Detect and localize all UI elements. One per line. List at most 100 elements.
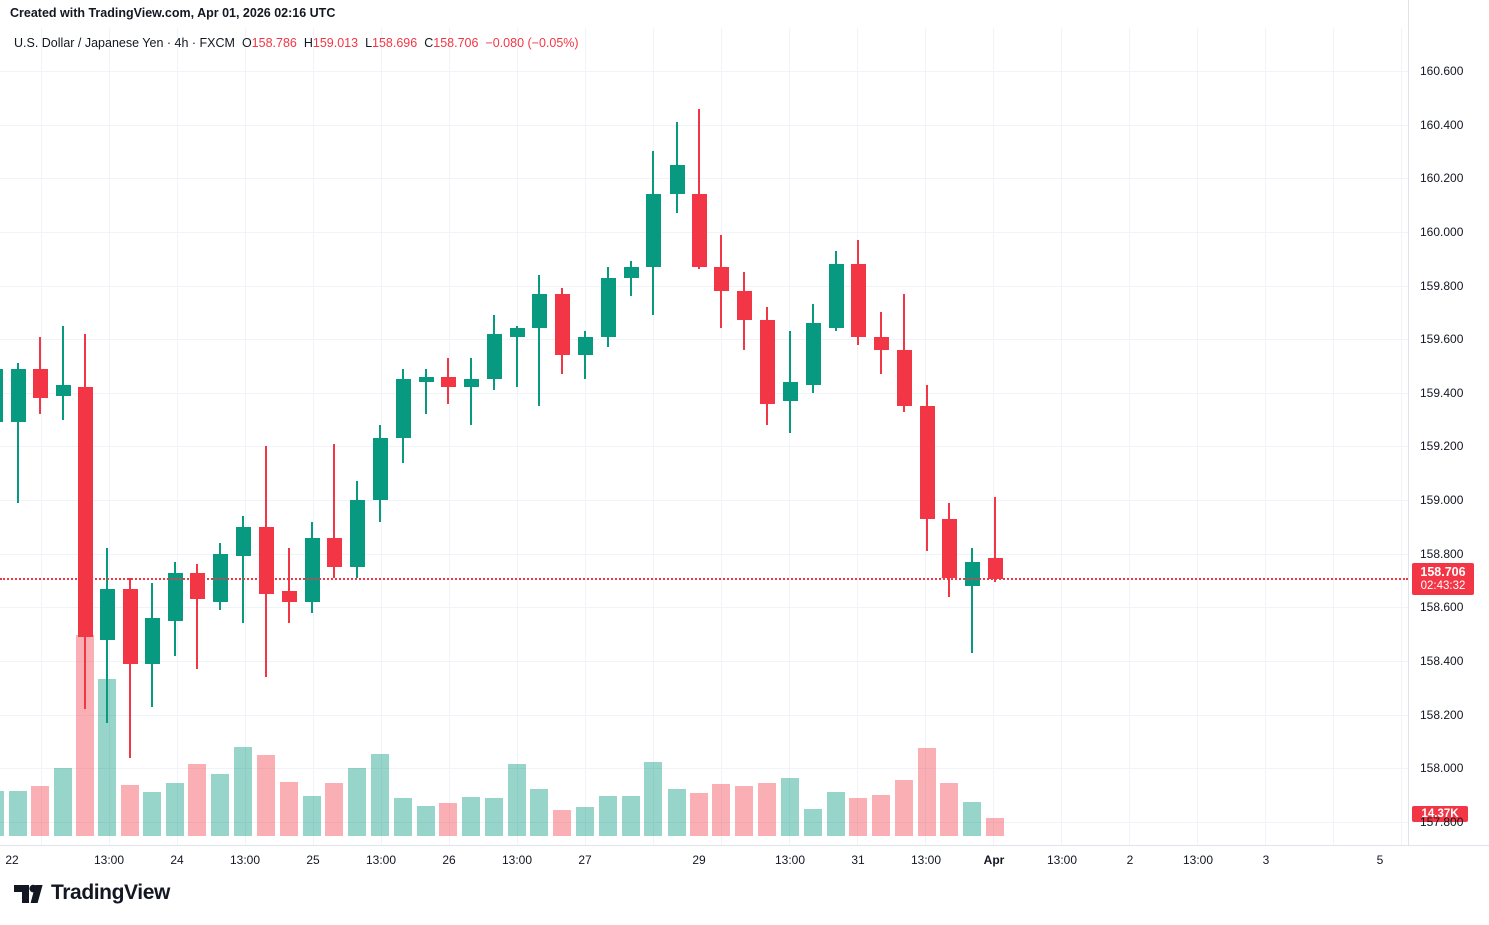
volume-bar: [348, 768, 366, 836]
time-axis-label: 2: [1126, 853, 1134, 867]
time-axis-label: 13:00: [1182, 853, 1214, 867]
symbol-info-row: U.S. Dollar / Japanese Yen · 4h · FXCM O…: [14, 36, 579, 50]
time-axis-label: Apr: [983, 853, 1005, 867]
volume-bar: [121, 785, 139, 836]
candle-body: [350, 500, 365, 567]
time-axis-label: 13:00: [501, 853, 533, 867]
vertical-gridline: [313, 28, 314, 845]
horizontal-gridline: [0, 554, 1408, 555]
candle-wick: [288, 548, 290, 623]
time-axis-label: 26: [442, 853, 456, 867]
bar-countdown: 02:43:32: [1420, 580, 1466, 592]
candle-wick: [17, 363, 19, 503]
candle-body: [920, 406, 935, 519]
candle-body: [806, 323, 821, 385]
volume-bar: [166, 783, 184, 836]
horizontal-gridline: [0, 715, 1408, 716]
time-axis-label: 31: [851, 853, 865, 867]
horizontal-gridline: [0, 125, 1408, 126]
price-pane[interactable]: [0, 0, 1408, 845]
candle-body: [965, 562, 980, 586]
candle-body: [0, 369, 3, 422]
vertical-gridline: [1129, 28, 1130, 845]
volume-bar: [76, 635, 94, 836]
horizontal-gridline: [0, 339, 1408, 340]
candle-body: [601, 278, 616, 337]
price-axis-label: 160.000: [1420, 225, 1464, 239]
vertical-gridline: [177, 28, 178, 845]
time-axis-label: 13:00: [365, 853, 397, 867]
candle-wick: [333, 444, 335, 578]
vertical-gridline: [1061, 28, 1062, 845]
volume-bar: [394, 798, 412, 836]
tradingview-logo[interactable]: TradingView: [14, 881, 170, 905]
horizontal-gridline: [0, 286, 1408, 287]
volume-bar: [895, 780, 913, 836]
candle-body: [259, 527, 274, 594]
candle-body: [829, 264, 844, 328]
symbol-title[interactable]: U.S. Dollar / Japanese Yen · 4h · FXCM: [14, 36, 235, 50]
time-axis-label: 13:00: [1046, 853, 1078, 867]
candle-body: [555, 294, 570, 355]
volume-bar: [758, 783, 776, 836]
volume-bar: [918, 748, 936, 836]
candle-body: [145, 618, 160, 664]
volume-bar: [325, 783, 343, 836]
candle-body: [419, 377, 434, 382]
volume-bar: [553, 810, 571, 836]
volume-bar: [54, 768, 72, 836]
candle-wick: [698, 109, 700, 269]
candle-body: [942, 519, 957, 578]
candle-body: [464, 379, 479, 387]
tradingview-logo-text: TradingView: [51, 881, 170, 904]
horizontal-gridline: [0, 446, 1408, 447]
volume-bar: [211, 774, 229, 836]
candle-wick: [971, 548, 973, 653]
price-scale[interactable]: 158.706 02:43:32 14.37K 160.600 160.400 16…: [1408, 0, 1489, 845]
vertical-gridline: [721, 28, 722, 845]
candle-body: [190, 573, 205, 599]
volume-bar: [303, 796, 321, 836]
time-axis-label: 13:00: [910, 853, 942, 867]
price-axis-label: 158.200: [1420, 708, 1464, 722]
volume-bar: [462, 797, 480, 836]
candle-wick: [630, 261, 632, 296]
tradingview-logo-icon: [14, 884, 43, 903]
candle-body: [327, 538, 342, 567]
time-scale[interactable]: 22 13:00 24 13:00 25 13:00 26 13:00 27 29 13:00 31 1…: [0, 845, 1489, 925]
price-axis-label: 159.000: [1420, 493, 1464, 507]
price-axis-label: 160.400: [1420, 118, 1464, 132]
candle-body: [783, 382, 798, 401]
vertical-gridline: [1401, 28, 1402, 845]
volume-bar: [485, 798, 503, 836]
volume-bar: [0, 791, 4, 836]
price-axis-label: 159.400: [1420, 386, 1464, 400]
candle-wick: [516, 326, 518, 387]
time-axis-label: 13:00: [93, 853, 125, 867]
price-axis-label: 158.400: [1420, 654, 1464, 668]
candle-wick: [196, 564, 198, 669]
volume-bar: [963, 802, 981, 836]
time-axis-label: 25: [306, 853, 320, 867]
volume-bar: [98, 679, 116, 836]
candle-body: [100, 589, 115, 640]
price-axis-label: 159.800: [1420, 279, 1464, 293]
candle-wick: [538, 275, 540, 406]
vertical-gridline: [41, 28, 42, 845]
candle-body: [305, 538, 320, 602]
price-axis-label: 158.600: [1420, 600, 1464, 614]
candle-body: [670, 165, 685, 194]
candle-wick: [994, 497, 996, 582]
volume-bar: [644, 762, 662, 836]
volume-bar: [576, 807, 594, 836]
price-axis-label: 160.200: [1420, 171, 1464, 185]
time-axis-label: 27: [578, 853, 592, 867]
ohlc-open: O158.786: [241, 36, 297, 50]
horizontal-gridline: [0, 661, 1408, 662]
last-price-badge[interactable]: 158.706 02:43:32: [1412, 563, 1474, 595]
volume-bar: [188, 764, 206, 836]
price-change: −0.080 (−0.05%): [485, 36, 579, 50]
price-axis-label: 157.800: [1420, 815, 1464, 829]
time-axis-label: 29: [692, 853, 706, 867]
volume-bar: [371, 754, 389, 836]
